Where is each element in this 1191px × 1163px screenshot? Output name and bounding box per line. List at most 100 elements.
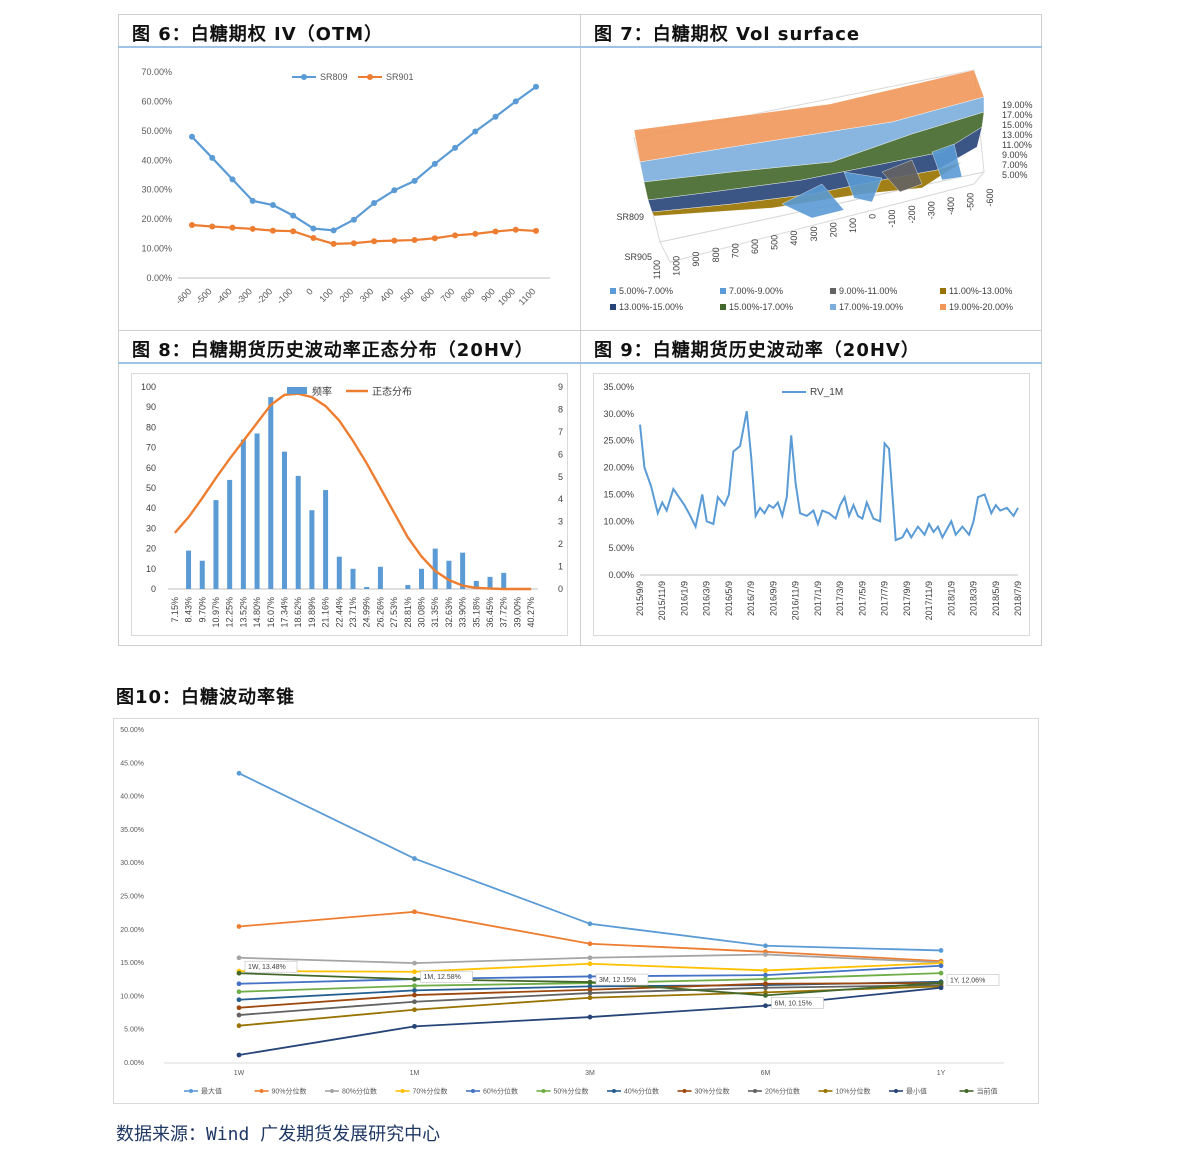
x-tick-label: 700 — [439, 286, 457, 304]
legend-swatch — [610, 288, 616, 294]
legend-label: SR901 — [386, 72, 414, 82]
y-tick-label: 25.00% — [603, 436, 634, 446]
bar — [309, 510, 315, 589]
x-tick-label: 2018/1/9 — [946, 581, 956, 616]
fig8-chart: 0 10 20 30 40 50 60 70 80 90 100 0 1 2 3 4 5 6 7 8 9 7.15% 8.4… — [141, 382, 563, 628]
x-tick-label: 2017/3/9 — [835, 581, 845, 616]
x-tick-label: 36.45% — [485, 597, 495, 628]
legend-label: 17.00%-19.00% — [839, 302, 903, 312]
data-point — [391, 237, 398, 244]
data-point — [587, 987, 593, 993]
x-tick-label: 0 — [868, 214, 878, 219]
bar — [405, 584, 411, 589]
fig8-title: 图 8：白糖期货历史波动率正态分布（20HV） — [132, 340, 534, 361]
legend-marker — [400, 1089, 405, 1093]
x-tick-label: 600 — [419, 286, 437, 304]
data-point — [587, 941, 593, 947]
x-tick-label: 8.43% — [184, 597, 194, 623]
data-point — [236, 989, 242, 995]
z-tick-label: 7.00% — [1002, 160, 1028, 170]
z-tick-label: 17.00% — [1002, 110, 1033, 120]
x-tick-label: 27.53% — [389, 597, 399, 628]
data-point — [512, 98, 519, 105]
bar — [336, 556, 342, 589]
data-point — [587, 1014, 593, 1020]
x-tick-label: 9.70% — [197, 597, 207, 623]
y-tick-label: 30.00% — [120, 860, 144, 867]
x-tick-label: 2016/9/9 — [768, 581, 778, 616]
y2-tick-label: 1 — [558, 562, 563, 572]
data-point — [391, 187, 398, 194]
y-tick-label: 0.00% — [146, 273, 172, 283]
data-point — [236, 1052, 242, 1058]
y-tick-label: 0.00% — [608, 570, 634, 580]
x-tick-label: -100 — [275, 286, 295, 306]
data-point — [350, 240, 357, 247]
y2-tick-label: 4 — [558, 494, 563, 504]
legend-swatch — [940, 288, 946, 294]
y2-tick-label: 3 — [558, 517, 563, 527]
y-tick-label: 60 — [146, 463, 156, 473]
y-tick-label: 30.00% — [603, 409, 634, 419]
legend-label: SR809 — [320, 72, 348, 82]
data-point — [290, 212, 297, 219]
fig7-chart: 19.00%17.00%15.00%13.00%11.00%9.00%7.00%… — [610, 69, 1033, 312]
data-point — [452, 144, 459, 151]
data-point — [587, 921, 593, 927]
x-tick-label: 1W — [234, 1070, 245, 1077]
legend-marker — [894, 1089, 898, 1093]
y-tick-label: 50 — [146, 483, 156, 493]
x-tick-label: 35.18% — [471, 597, 481, 628]
legend-label: RV_1M — [810, 387, 843, 398]
x-tick-label: -400 — [214, 286, 234, 306]
x-tick-label: 1000 — [496, 286, 517, 307]
legend-marker — [259, 1089, 264, 1093]
x-tick-label: 300 — [358, 286, 376, 304]
legend-label: 30%分位数 — [695, 1087, 730, 1096]
series-line-SR809 — [191, 85, 537, 232]
legend-label: 频率 — [312, 385, 332, 398]
data-point — [229, 224, 236, 231]
floor — [659, 171, 986, 263]
x-tick-label: 900 — [479, 286, 497, 304]
x-tick-label: -600 — [174, 286, 194, 306]
data-point — [938, 948, 944, 953]
x-tick-label: 700 — [730, 243, 740, 258]
data-label-box — [244, 960, 298, 973]
data-point — [229, 176, 236, 183]
series-line — [238, 910, 942, 963]
bar — [227, 479, 233, 589]
legend-marker — [367, 74, 373, 80]
x-tick-label: -400 — [946, 197, 956, 215]
z-tick-label: 11.00% — [1002, 140, 1032, 150]
z-tick-label: 9.00% — [1002, 150, 1028, 160]
x-tick-label: 39.00% — [512, 597, 522, 628]
row-divider — [118, 330, 1042, 331]
legend-label: 10%分位数 — [836, 1087, 871, 1096]
data-point — [371, 238, 378, 245]
data-point — [938, 985, 944, 991]
legend-label: 70%分位数 — [413, 1087, 448, 1096]
data-point — [330, 227, 337, 234]
x-tick-label: 1M — [410, 1070, 420, 1077]
data-point — [412, 999, 417, 1005]
x-tick-label: 2016/1/9 — [679, 581, 689, 616]
bar — [186, 550, 192, 589]
x-tick-label: 1100 — [652, 260, 662, 279]
legend-marker — [330, 1089, 334, 1093]
bar — [487, 576, 493, 589]
y-tick-label: 0.00% — [124, 1060, 144, 1067]
bar — [268, 397, 274, 589]
y-tick-label: 100 — [141, 382, 156, 392]
x-tick-label: 300 — [809, 226, 819, 241]
x-tick-label: 200 — [828, 222, 838, 237]
legend-label: 正态分布 — [372, 385, 412, 398]
x-tick-label: 800 — [459, 286, 477, 304]
y-tick-label: 15.00% — [120, 960, 144, 967]
x-tick-label: 600 — [750, 239, 760, 254]
data-point — [310, 234, 317, 241]
legend-label: 50%分位数 — [554, 1087, 589, 1096]
x-tick-label: 2018/7/9 — [1013, 581, 1023, 616]
x-tick-label: 0 — [304, 286, 315, 297]
fig9-title: 图 9：白糖期货历史波动率（20HV） — [594, 340, 920, 361]
